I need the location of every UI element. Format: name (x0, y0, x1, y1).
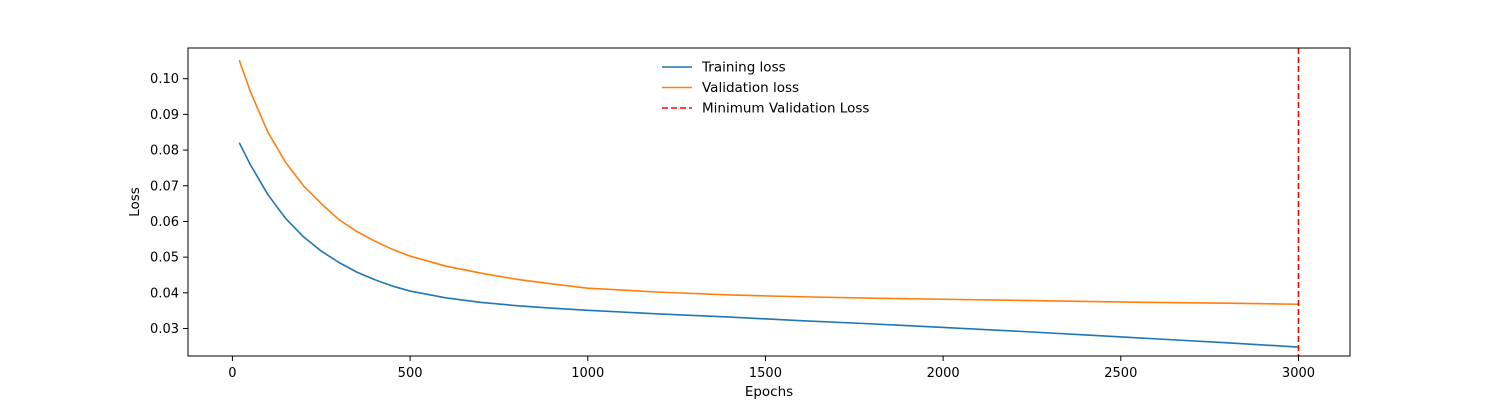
y-tick-label: 0.04 (150, 286, 179, 301)
x-tick-label: 1000 (571, 366, 604, 381)
y-tick-label: 0.05 (150, 251, 179, 266)
series-line-0 (238, 142, 1300, 348)
y-axis: 0.03 0.04 0.05 0.06 0.07 0.08 0.09 0.10 (150, 72, 188, 337)
y-tick-label: 0.07 (150, 179, 179, 194)
x-tick-label: 2000 (927, 366, 960, 381)
series-line-1 (238, 60, 1300, 306)
x-tick-label: 1500 (749, 366, 782, 381)
x-axis-label: Epochs (745, 384, 793, 400)
legend-label-1: Validation loss (702, 80, 799, 96)
y-tick-label: 0.08 (150, 144, 179, 159)
x-axis: 0 500 1000 1500 2000 2500 3000 (228, 356, 1315, 381)
x-tick-label: 0 (228, 366, 236, 381)
legend-label-0: Training loss (701, 60, 786, 76)
y-tick-label: 0.06 (150, 215, 179, 230)
plot-area (238, 48, 1300, 356)
y-axis-label: Loss (127, 187, 143, 217)
legend-label-2: Minimum Validation Loss (702, 101, 869, 117)
y-tick-label: 0.10 (150, 72, 179, 87)
x-tick-label: 2500 (1104, 366, 1137, 381)
plot-frame (187, 47, 1351, 357)
x-tick-label: 500 (398, 366, 423, 381)
legend: Training loss Validation loss Minimum Vali… (662, 60, 869, 117)
x-tick-label: 3000 (1282, 366, 1315, 381)
y-tick-label: 0.03 (150, 322, 179, 337)
y-tick-label: 0.09 (150, 108, 179, 123)
